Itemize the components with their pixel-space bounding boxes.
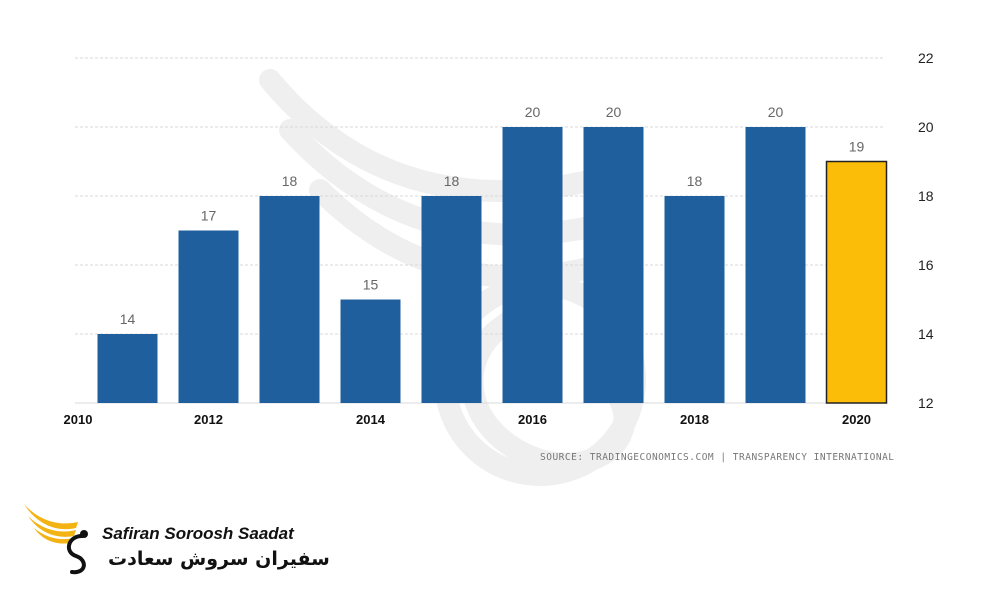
bar-2020 bbox=[825, 160, 888, 404]
data-label-2015: 18 bbox=[444, 173, 460, 189]
data-label-2016: 20 bbox=[525, 104, 541, 120]
y-tick-label: 22 bbox=[918, 50, 934, 66]
y-tick-label: 18 bbox=[918, 188, 934, 204]
x-tick-label: 2020 bbox=[842, 412, 871, 427]
data-label-2013: 18 bbox=[282, 173, 298, 189]
winged-s-logo-icon bbox=[24, 504, 88, 575]
brand-name: Safiran Soroosh Saadat bbox=[102, 524, 294, 543]
bar-2015 bbox=[421, 196, 482, 403]
y-axis-ticks: 12 14 16 18 20 22 bbox=[918, 50, 934, 411]
x-tick-label: 2014 bbox=[356, 412, 386, 427]
data-label-2018: 18 bbox=[687, 173, 703, 189]
bar-2011 bbox=[97, 334, 158, 403]
y-tick-label: 14 bbox=[918, 326, 934, 342]
data-label-2019: 20 bbox=[768, 104, 784, 120]
y-tick-label: 16 bbox=[918, 257, 934, 273]
data-label-2017: 20 bbox=[606, 104, 622, 120]
y-tick-label: 12 bbox=[918, 395, 934, 411]
source-note: SOURCE: TRADINGECONOMICS.COM | TRANSPARE… bbox=[540, 452, 895, 463]
bar-2019 bbox=[745, 127, 806, 403]
brand-name-persian: سفیران سروش سعادت bbox=[108, 548, 330, 570]
bar-2017 bbox=[583, 127, 644, 403]
data-label-2020: 19 bbox=[849, 139, 865, 155]
bars bbox=[97, 127, 888, 404]
x-tick-label: 2012 bbox=[194, 412, 223, 427]
y-tick-label: 20 bbox=[918, 119, 934, 135]
bar-2018 bbox=[664, 196, 725, 403]
data-label-2011: 14 bbox=[120, 311, 136, 327]
x-tick-label: 2010 bbox=[64, 412, 93, 427]
data-label-2012: 17 bbox=[201, 208, 217, 224]
data-label-2014: 15 bbox=[363, 277, 379, 293]
data-labels: 14 17 18 15 18 20 20 18 20 19 bbox=[120, 104, 865, 327]
x-tick-label: 2016 bbox=[518, 412, 547, 427]
bar-2016 bbox=[502, 127, 563, 403]
brand-logo: Safiran Soroosh Saadat سفیران سروش سعادت bbox=[20, 492, 330, 582]
bar-2013 bbox=[259, 196, 320, 403]
x-tick-label: 2018 bbox=[680, 412, 709, 427]
x-axis-ticks: 2010 2012 2014 2016 2018 2020 bbox=[64, 412, 871, 427]
bar-2014 bbox=[340, 299, 401, 403]
bar-2012 bbox=[178, 230, 239, 403]
